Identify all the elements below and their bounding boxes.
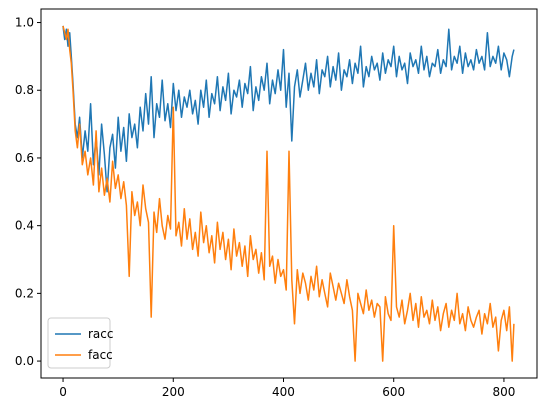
series-layer — [62, 25, 515, 362]
legend: racc facc — [47, 317, 113, 369]
series-line-racc — [62, 25, 515, 193]
y-tick-label: 0.4 — [15, 219, 34, 233]
y-tick-label: 0.8 — [15, 83, 34, 97]
x-tick-label: 200 — [162, 385, 185, 399]
legend-label-racc: racc — [88, 327, 113, 341]
series-line-facc — [62, 25, 515, 362]
x-tick-label: 0 — [59, 385, 67, 399]
y-tick-label: 0.0 — [15, 354, 34, 368]
plot-frame — [40, 8, 538, 379]
legend-label-facc: facc — [88, 348, 113, 362]
x-axis: 0 200 400 600 800 — [59, 378, 515, 399]
x-tick-label: 400 — [272, 385, 295, 399]
x-tick-label: 800 — [492, 385, 515, 399]
y-tick-label: 0.6 — [15, 151, 34, 165]
y-tick-label: 0.2 — [15, 286, 34, 300]
y-tick-label: 1.0 — [15, 16, 34, 30]
x-tick-label: 600 — [382, 385, 405, 399]
y-axis: 0.0 0.2 0.4 0.6 0.8 1.0 — [15, 16, 41, 368]
